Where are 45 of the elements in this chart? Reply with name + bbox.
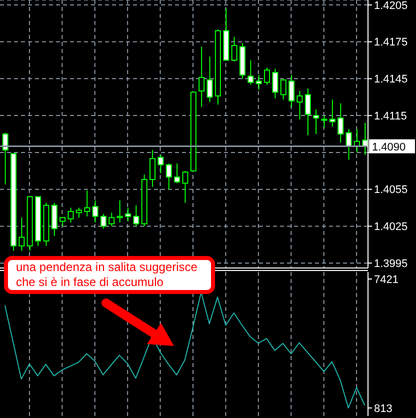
candlestick: [272, 68, 278, 99]
y-tick-label: 1.4025: [374, 221, 408, 234]
candlestick: [92, 200, 98, 224]
candlestick: [158, 154, 164, 174]
candlestick: [174, 163, 180, 184]
candlestick: [206, 56, 213, 103]
ref-line-label: 1.4090: [372, 141, 406, 154]
candlestick: [76, 207, 82, 218]
candlestick: [346, 128, 352, 160]
candlestick: [296, 90, 303, 120]
candlestick: [124, 207, 131, 222]
y-tick-label: 1.4175: [374, 36, 408, 49]
candlestick: [100, 213, 106, 230]
candlestick: [133, 204, 140, 227]
candlestick: [280, 79, 286, 100]
candlestick: [2, 132, 8, 185]
candlestick: [248, 60, 254, 86]
candlestick: [108, 212, 115, 227]
candlestick: [51, 202, 58, 237]
y-tick-label: 1.4205: [374, 0, 408, 12]
y-tick-label: 1.4145: [374, 74, 408, 86]
candlestick: [313, 108, 320, 134]
candlestick: [150, 149, 156, 188]
candlestick: [256, 74, 262, 90]
y-tick-label: 7421: [374, 274, 398, 286]
annotation: una pendenza in salita suggerisce che si è in fase di accumulo: [4, 256, 215, 294]
candlestick: [84, 190, 90, 217]
candlestick: [329, 99, 336, 128]
y-tick-label: 1.4055: [374, 184, 408, 196]
candlestick: [182, 170, 188, 204]
candlestick: [288, 74, 295, 108]
candlestick: [68, 207, 74, 224]
y-tick-label: 1.3995: [374, 258, 408, 270]
candlestick: [264, 67, 270, 86]
candlestick: [338, 102, 344, 144]
candlestick: [231, 36, 238, 62]
candlestick: [116, 200, 123, 224]
candlestick: [321, 115, 328, 128]
candlestick: [18, 217, 25, 252]
candlestick: [166, 163, 172, 190]
line-series: [4, 292, 366, 408]
candlestick: [304, 88, 311, 136]
y-tick-label: 813: [374, 402, 392, 415]
candlestick: [198, 46, 205, 108]
y-tick-label: 1.4115: [374, 110, 407, 122]
